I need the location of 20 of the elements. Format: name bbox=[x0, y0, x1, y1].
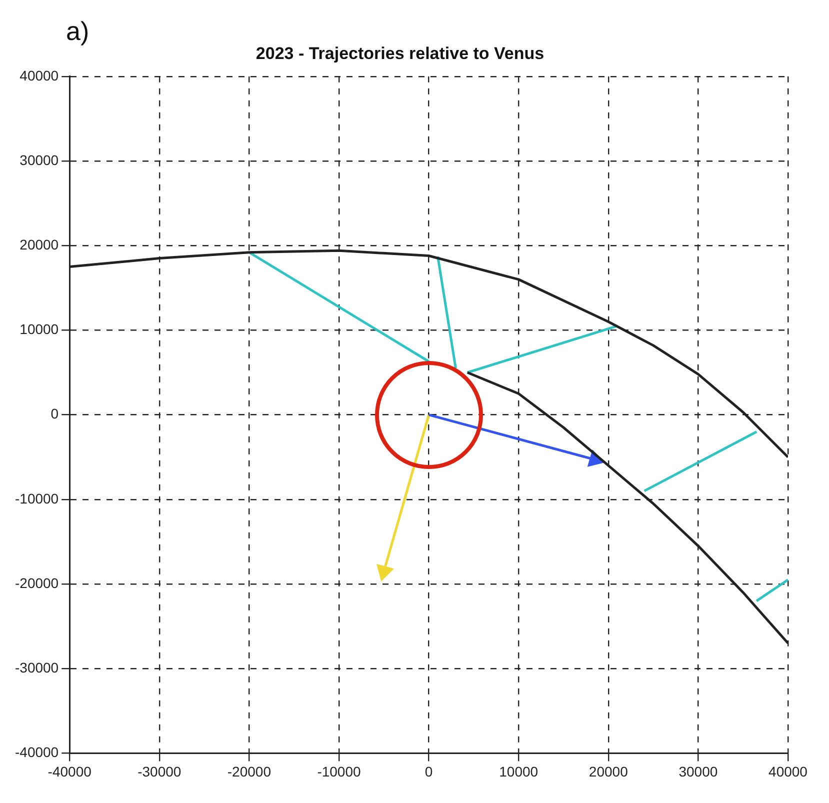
x-tick-label: 40000 bbox=[768, 763, 808, 780]
x-tick-label: 30000 bbox=[678, 763, 718, 780]
y-tick-label: -30000 bbox=[15, 659, 59, 676]
chart-title: 2023 - Trajectories relative to Venus bbox=[256, 44, 544, 63]
y-tick-label: 0 bbox=[50, 406, 59, 422]
x-tick-label: 0 bbox=[424, 763, 433, 780]
y-tick-label: 40000 bbox=[20, 67, 59, 84]
y-tick-label: -10000 bbox=[15, 490, 59, 506]
x-tick-label: -30000 bbox=[138, 763, 182, 780]
y-tick-label: 10000 bbox=[20, 321, 59, 338]
y-tick-label: 20000 bbox=[20, 236, 59, 252]
text: a) bbox=[66, 16, 90, 46]
x-tick-label: -20000 bbox=[227, 763, 272, 780]
x-tick-label: -10000 bbox=[317, 763, 362, 780]
y-tick-label: -40000 bbox=[15, 744, 59, 760]
y-tick-label: 30000 bbox=[20, 152, 59, 168]
x-tick-label: 20000 bbox=[588, 763, 628, 780]
x-tick-label: 10000 bbox=[499, 763, 538, 780]
y-tick-label: -20000 bbox=[15, 574, 59, 591]
x-tick-label: -40000 bbox=[48, 763, 92, 780]
